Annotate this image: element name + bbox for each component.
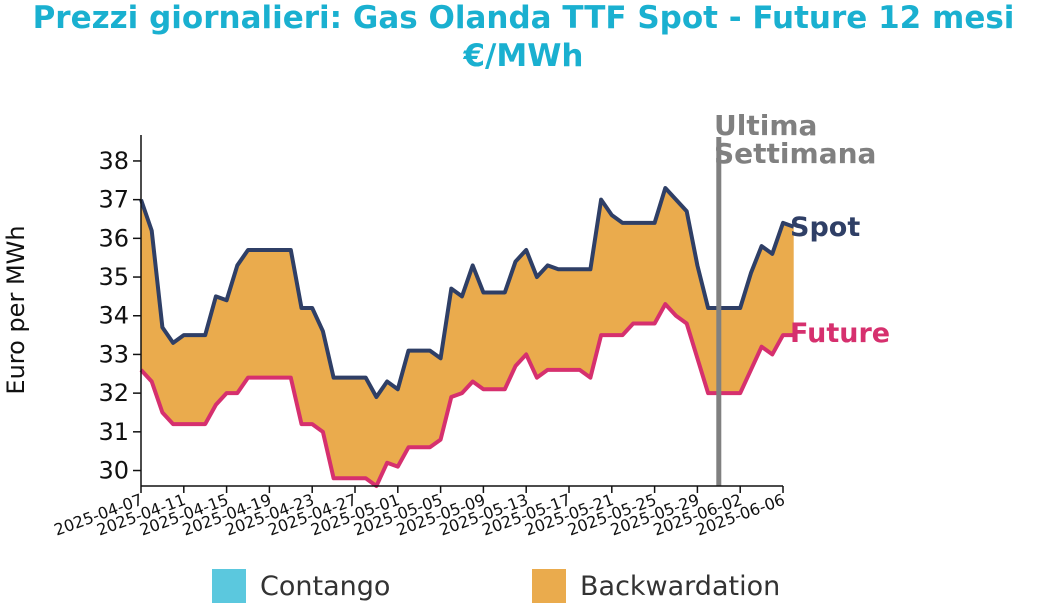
backwardation-area — [141, 188, 794, 487]
line-layer — [139, 137, 795, 488]
y-tick-label: 33 — [98, 340, 129, 368]
y-tick-label: 35 — [98, 263, 129, 291]
series-label-spot: Spot — [790, 212, 860, 243]
y-tick-label: 36 — [98, 224, 129, 252]
fill-layer — [141, 188, 794, 487]
future-line — [139, 302, 794, 488]
legend-contango: Contango — [212, 568, 390, 604]
legend-contango-label: Contango — [260, 570, 391, 602]
y-tick-label: 30 — [98, 457, 129, 485]
chart-subtitle-unit: €/MWh — [463, 38, 584, 74]
contango-swatch — [212, 569, 246, 603]
legend-backwardation-label: Backwardation — [580, 570, 781, 602]
spot-line — [139, 186, 795, 399]
y-tick-label: 38 — [98, 147, 129, 175]
annotation-line2: Settimana — [714, 137, 876, 170]
y-tick-label: 32 — [98, 379, 129, 407]
chart-title: Prezzi giornalieri: Gas Olanda TTF Spot … — [32, 0, 1015, 36]
y-tick-label: 37 — [98, 186, 129, 214]
legend-backwardation: Backwardation — [532, 568, 780, 604]
series-label-future: Future — [790, 318, 890, 349]
backwardation-swatch — [532, 569, 566, 603]
y-axis-label: Euro per MWh — [2, 225, 30, 394]
y-tick-label: 34 — [98, 302, 129, 330]
annotation-line1: Ultima — [714, 109, 817, 142]
y-tick-label: 31 — [98, 418, 129, 446]
